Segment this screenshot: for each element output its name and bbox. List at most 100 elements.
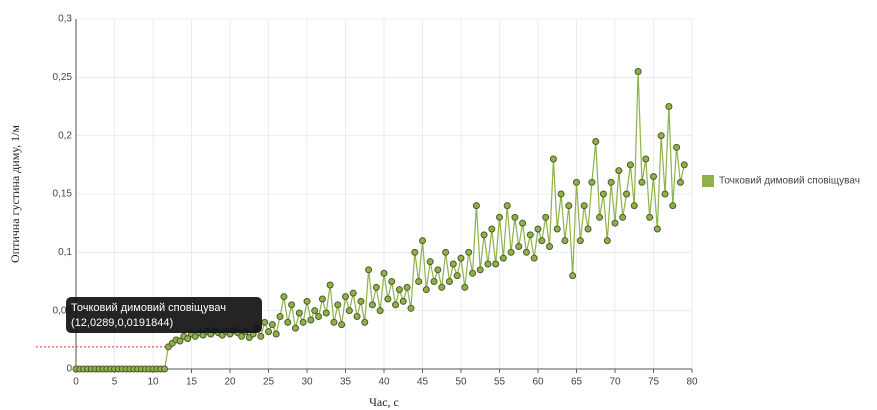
point xyxy=(453,272,461,280)
x-tick-label: 20 xyxy=(224,377,236,388)
x-tick-label: 75 xyxy=(648,377,660,388)
point xyxy=(522,248,530,256)
point xyxy=(380,269,388,277)
point xyxy=(630,202,638,210)
point xyxy=(415,278,423,285)
x-tick-label: 60 xyxy=(532,377,544,388)
point xyxy=(430,278,438,285)
point xyxy=(569,272,577,280)
point xyxy=(657,132,665,140)
point xyxy=(303,297,311,305)
point xyxy=(326,281,334,289)
point xyxy=(553,225,561,233)
x-tick-label: 10 xyxy=(147,377,159,388)
point xyxy=(634,68,642,75)
y-tick-label: 0,25 xyxy=(53,72,73,83)
point xyxy=(257,332,265,340)
point xyxy=(469,269,477,277)
point xyxy=(395,286,403,294)
point xyxy=(315,313,323,320)
point xyxy=(496,213,503,221)
point xyxy=(176,337,184,345)
point xyxy=(615,167,623,175)
point xyxy=(334,301,342,309)
point xyxy=(592,138,600,145)
point xyxy=(238,332,246,340)
x-tick-label: 40 xyxy=(378,377,390,388)
point xyxy=(349,289,357,297)
point xyxy=(353,313,361,320)
point xyxy=(280,293,288,301)
point xyxy=(576,237,584,245)
point xyxy=(161,365,169,373)
point xyxy=(584,225,592,233)
y-tick-label: 0 xyxy=(66,364,72,375)
point xyxy=(611,219,619,227)
point xyxy=(457,254,465,262)
point xyxy=(365,266,373,274)
x-tick-label: 35 xyxy=(340,377,352,388)
point xyxy=(653,225,661,233)
point xyxy=(599,190,607,198)
point xyxy=(669,202,677,210)
point xyxy=(318,295,326,303)
point xyxy=(484,260,492,268)
point xyxy=(291,324,299,332)
point xyxy=(330,318,338,326)
point xyxy=(392,301,400,309)
x-tick-label: 45 xyxy=(417,377,429,388)
point xyxy=(422,286,430,294)
point xyxy=(322,309,330,317)
point xyxy=(511,213,519,221)
point xyxy=(299,318,307,326)
x-tick-label: 70 xyxy=(609,377,621,388)
point xyxy=(442,248,450,256)
x-tick-label: 30 xyxy=(301,377,313,388)
point xyxy=(372,283,380,291)
y-tick-label: 0,1 xyxy=(58,247,72,258)
legend-swatch xyxy=(702,175,714,187)
point xyxy=(538,237,546,245)
point xyxy=(665,103,673,110)
point xyxy=(449,260,457,268)
point xyxy=(492,260,500,268)
x-tick-label: 5 xyxy=(112,377,118,388)
point xyxy=(307,316,315,324)
point xyxy=(542,213,550,221)
point xyxy=(638,178,646,186)
point xyxy=(384,295,392,303)
point xyxy=(561,237,569,245)
point xyxy=(311,307,319,315)
x-tick-label: 50 xyxy=(455,377,467,388)
y-tick-label: 0,05 xyxy=(53,305,73,316)
point xyxy=(288,301,296,309)
point xyxy=(499,254,507,262)
y-tick-label: 0,2 xyxy=(58,130,72,141)
point xyxy=(295,309,303,317)
point xyxy=(476,266,484,274)
point xyxy=(368,301,376,309)
point xyxy=(626,161,634,169)
point xyxy=(426,258,434,266)
y-axis-label: Оптична густина диму, 1/м xyxy=(8,125,22,263)
x-tick-label: 0 xyxy=(73,377,79,388)
tooltip-box xyxy=(66,297,262,333)
tooltip-title: Точковий димовий сповіщувач xyxy=(71,302,226,314)
x-tick-label: 25 xyxy=(263,377,275,388)
point xyxy=(407,304,415,312)
tooltip-text: (12,0289,0,0191844) xyxy=(71,317,173,329)
point xyxy=(515,243,523,250)
point xyxy=(419,237,426,245)
point xyxy=(573,178,580,186)
x-tick-label: 65 xyxy=(571,377,583,388)
point xyxy=(646,213,654,221)
point xyxy=(411,248,419,256)
point xyxy=(680,161,688,169)
point xyxy=(345,307,353,315)
point xyxy=(480,231,488,239)
point xyxy=(619,213,627,221)
point xyxy=(526,231,534,239)
point xyxy=(399,297,407,305)
point xyxy=(361,318,369,326)
